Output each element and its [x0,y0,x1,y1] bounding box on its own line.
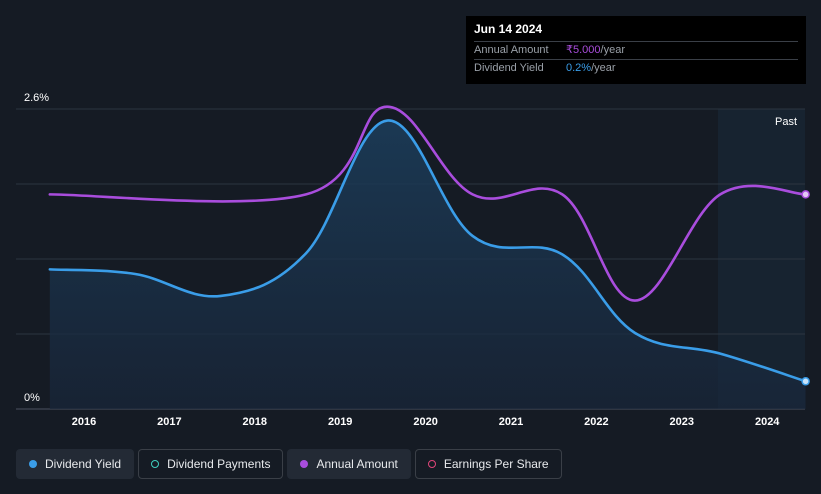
legend-item-dividend-payments[interactable]: Dividend Payments [138,449,284,479]
tooltip: Jun 14 2024 Annual Amount ₹5.000 /year D… [466,16,806,84]
legend-dot-icon [29,460,37,468]
y-tick-label-bottom: 0% [24,392,40,404]
legend-label: Annual Amount [316,457,398,471]
tooltip-label: Annual Amount [474,44,549,56]
x-tick-label: 2023 [670,416,694,428]
tooltip-suffix: /year [591,62,616,74]
x-tick-label: 2017 [157,416,181,428]
dividend-yield-end-point [801,377,810,386]
x-tick-label: 2022 [584,416,608,428]
tooltip-row-annual-amount: Annual Amount ₹5.000 /year [474,41,798,59]
tooltip-value: 0.2% [566,62,592,74]
x-tick-label: 2024 [755,416,780,428]
forecast-label: Past [775,116,797,128]
tooltip-label: Dividend Yield [474,62,544,74]
annual-amount-line [48,105,807,302]
tooltip-suffix: /year [600,44,625,56]
x-tick-label: 2016 [72,416,96,428]
tooltip-date: Jun 14 2024 [474,22,543,36]
legend-ring-icon [427,460,436,468]
legend-item-earnings-per-share[interactable]: Earnings Per Share [414,449,562,479]
x-tick-label: 2018 [243,416,267,428]
x-tick-label: 2019 [328,416,352,428]
dividend-yield-area [49,120,806,409]
dividend-yield-line [48,119,807,383]
y-tick-label-top: 2.6% [24,92,49,104]
legend-label: Dividend Yield [45,457,122,471]
legend-item-dividend-yield[interactable]: Dividend Yield [16,449,135,479]
x-tick-label: 2020 [413,416,437,428]
legend-label: Earnings Per Share [443,457,549,471]
legend-item-annual-amount[interactable]: Annual Amount [287,449,411,479]
tooltip-value: ₹5.000 [566,44,601,56]
legend: Dividend Yield Dividend Payments Annual … [16,449,562,481]
tooltip-row-dividend-yield: Dividend Yield 0.2% /year [474,59,798,77]
chart: Past 2.6% 0% 2016 2017 2018 2019 2020 2021 202… [16,92,810,428]
legend-ring-icon [151,460,160,468]
annual-amount-end-point [801,190,810,199]
legend-dot-icon [300,460,309,468]
x-tick-label: 2021 [499,416,523,428]
legend-label: Dividend Payments [167,457,271,471]
